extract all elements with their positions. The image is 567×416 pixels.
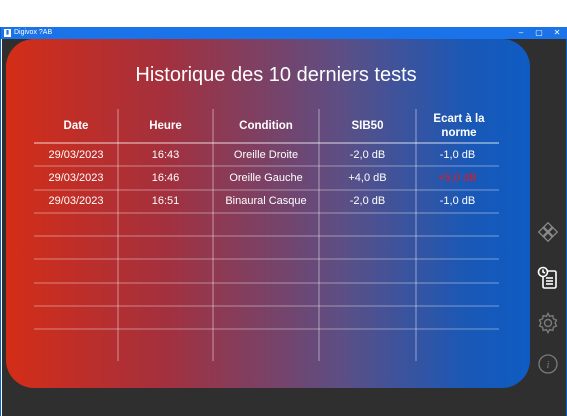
app-icon: ▮ — [4, 29, 11, 37]
table-cell-sib50: +4,0 dB — [348, 172, 387, 184]
table-cell-time: 16:43 — [151, 149, 180, 161]
window-title: Digivox ?AB — [14, 29, 53, 36]
sidebar: i — [530, 39, 566, 416]
table-cell-deviation: -1,0 dB — [439, 149, 476, 161]
title-bar[interactable]: ▮ Digivox ?AB – ▢ ✕ — [1, 27, 567, 39]
table-cell-condition: Binaural Casque — [225, 195, 307, 207]
col-header-date: Date — [63, 120, 89, 132]
svg-text:i: i — [547, 360, 550, 371]
gear-icon[interactable] — [536, 311, 560, 335]
maximize-button[interactable]: ▢ — [535, 28, 543, 37]
history-clipboard-icon[interactable] — [536, 266, 560, 290]
col-header-sib50: SIB50 — [351, 120, 384, 132]
col-header-time: Heure — [149, 120, 182, 132]
panel-title: Historique des 10 derniers tests — [135, 64, 417, 86]
history-panel: Historique des 10 derniers tests Date He… — [6, 39, 530, 388]
col-header-condition: Condition — [239, 120, 293, 132]
table-cell-time: 16:51 — [151, 195, 180, 207]
table-cell-date: 29/03/2023 — [48, 172, 104, 184]
diamond-grid-icon[interactable] — [536, 222, 560, 246]
table-cell-condition: Oreille Gauche — [229, 172, 303, 184]
table-cell-sib50: -2,0 dB — [349, 149, 386, 161]
table-grid — [34, 109, 499, 361]
col-header-deviation: Ecart à la norme — [433, 113, 485, 139]
table-cell-condition: Oreille Droite — [233, 149, 299, 161]
table-cell-time: 16:46 — [151, 172, 180, 184]
table-cell-deviation: -1,0 dB — [439, 195, 476, 207]
table-cell-deviation-alert: +5,0 dB — [438, 172, 477, 184]
info-icon[interactable]: i — [536, 352, 560, 376]
app-window: ▮ Digivox ?AB – ▢ ✕ Historique des 10 de… — [0, 27, 567, 416]
minimize-button[interactable]: – — [518, 28, 524, 37]
table-cell-date: 29/03/2023 — [48, 195, 104, 207]
close-button[interactable]: ✕ — [553, 28, 561, 37]
table-cell-sib50: -2,0 dB — [349, 195, 386, 207]
table-cell-date: 29/03/2023 — [48, 149, 104, 161]
